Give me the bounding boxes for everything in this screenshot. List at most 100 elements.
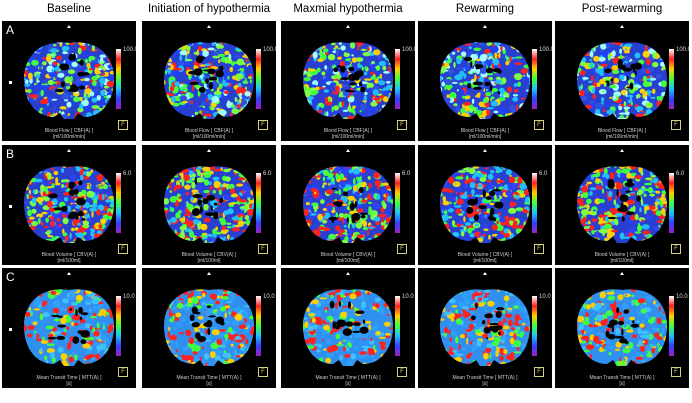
marker-triangle-icon [483, 149, 487, 152]
map-unit: [s] [619, 381, 625, 387]
marker-dot-icon [9, 205, 12, 208]
f-box-icon: F [118, 367, 128, 377]
brain-map [577, 289, 667, 367]
column-header: Maxmial hypothermia [293, 3, 403, 15]
map-unit: [s] [206, 381, 212, 387]
colorbar-icon [395, 296, 400, 356]
brain-map [577, 42, 667, 120]
marker-triangle-icon [620, 25, 624, 28]
f-box-icon: F [397, 367, 407, 377]
map-caption: Blood Flow [ CBF(A) ] [323, 128, 373, 134]
f-box-icon: F [258, 367, 268, 377]
colorbar-max-label: 10.0 [402, 294, 414, 300]
marker-triangle-icon [67, 272, 71, 275]
colorbar-icon [669, 296, 674, 356]
colorbar-max-label: 6.0 [123, 171, 132, 177]
colorbar-max-label: 100.0 [676, 47, 689, 53]
perfusion-panel: 6.0 F Blood Volume [ CBV(A) ] [ml/100ml] B [2, 145, 136, 265]
colorbar-max-label: 10.0 [263, 294, 275, 300]
marker-triangle-icon [67, 149, 71, 152]
colorbar-max-label: 100.0 [539, 47, 552, 53]
brain-map [24, 289, 114, 367]
brain-map [303, 42, 393, 120]
column-header: Post-rewarming [581, 3, 663, 15]
colorbar-icon [256, 296, 261, 356]
marker-triangle-icon [67, 25, 71, 28]
map-unit: [ml/100ml] [57, 258, 81, 264]
map-caption: Blood Volume [ CBV(A) ] [320, 252, 376, 258]
perfusion-panel: 10.0 F Mean Transit Time [ MTT(A) ] [s] C [2, 268, 136, 388]
brain-map [440, 289, 530, 367]
brain-map [24, 166, 114, 244]
map-caption: Blood Volume [ CBV(A) ] [41, 252, 97, 258]
brain-map [440, 42, 530, 120]
colorbar-icon [395, 173, 400, 233]
map-unit: [ml/100ml] [610, 258, 634, 264]
row-letter: C [6, 270, 15, 284]
colorbar-icon [669, 49, 674, 109]
marker-triangle-icon [620, 272, 624, 275]
colorbar-icon [669, 173, 674, 233]
map-unit: [s] [345, 381, 351, 387]
map-unit: [ml/100ml/min] [52, 134, 86, 140]
colorbar-max-label: 100.0 [402, 47, 415, 53]
f-box-icon: F [397, 120, 407, 130]
colorbar-icon [395, 49, 400, 109]
row-letter: B [6, 147, 15, 161]
map-caption: Mean Transit Time [ MTT(A) ] [176, 375, 242, 381]
map-unit: [s] [66, 381, 72, 387]
column-header: Rewarming [455, 3, 515, 15]
map-unit: [s] [482, 381, 488, 387]
colorbar-max-label: 10.0 [539, 294, 551, 300]
map-caption: Blood Volume [ CBV(A) ] [457, 252, 513, 258]
marker-triangle-icon [207, 272, 211, 275]
brain-map [303, 166, 393, 244]
perfusion-panel: 100.0 F Blood Flow [ CBF(A) ][ml/100ml/min… [555, 21, 689, 141]
marker-triangle-icon [346, 149, 350, 152]
colorbar-icon [532, 49, 537, 109]
f-box-icon: F [118, 120, 128, 130]
perfusion-panel: 100.0 F Blood Flow [ CBF(A) ][ml/100ml/min… [281, 21, 415, 141]
map-caption: Mean Transit Time [ MTT(A) ] [36, 375, 102, 381]
perfusion-panel: 6.0 F Blood Volume [ CBV(A) ] [ml/100ml] [142, 145, 276, 265]
f-box-icon: F [397, 244, 407, 254]
map-unit: [ml/100ml/min] [331, 134, 365, 140]
map-caption: Blood Flow [ CBF(A) ] [184, 128, 234, 134]
marker-triangle-icon [346, 272, 350, 275]
colorbar-icon [116, 49, 121, 109]
map-caption: Blood Flow [ CBF(A) ] [44, 128, 94, 134]
marker-triangle-icon [620, 149, 624, 152]
map-unit: [ml/100ml/min] [192, 134, 226, 140]
colorbar-max-label: 6.0 [676, 171, 685, 177]
brain-map [440, 166, 530, 244]
colorbar-max-label: 6.0 [263, 171, 272, 177]
marker-dot-icon [9, 81, 12, 84]
marker-triangle-icon [346, 25, 350, 28]
map-unit: [ml/100ml/min] [468, 134, 502, 140]
brain-map [303, 289, 393, 367]
perfusion-panel: 10.0 F Mean Transit Time [ MTT(A) ] [s] [142, 268, 276, 388]
map-caption: Blood Flow [ CBF(A) ] [597, 128, 647, 134]
column-header: Initiation of hypothermia [147, 3, 271, 15]
map-caption: Blood Volume [ CBV(A) ] [181, 252, 237, 258]
colorbar-icon [532, 296, 537, 356]
brain-map [164, 166, 254, 244]
f-box-icon: F [671, 120, 681, 130]
perfusion-panel: 10.0 F Mean Transit Time [ MTT(A) ] [s] [281, 268, 415, 388]
map-caption: Blood Flow [ CBF(A) ] [460, 128, 510, 134]
f-box-icon: F [258, 120, 268, 130]
colorbar-max-label: 100.0 [123, 47, 136, 53]
map-caption: Blood Volume [ CBV(A) ] [594, 252, 650, 258]
map-caption: Mean Transit Time [ MTT(A) ] [452, 375, 518, 381]
column-header: Baseline [46, 3, 92, 15]
brain-map [164, 42, 254, 120]
colorbar-icon [116, 296, 121, 356]
colorbar-max-label: 100.0 [263, 47, 276, 53]
f-box-icon: F [534, 244, 544, 254]
f-box-icon: F [534, 120, 544, 130]
brain-map [577, 166, 667, 244]
colorbar-max-label: 6.0 [539, 171, 548, 177]
perfusion-panel: 100.0 F Blood Flow [ CBF(A) ][ml/100ml/min… [418, 21, 552, 141]
f-box-icon: F [534, 367, 544, 377]
map-caption: Mean Transit Time [ MTT(A) ] [315, 375, 381, 381]
